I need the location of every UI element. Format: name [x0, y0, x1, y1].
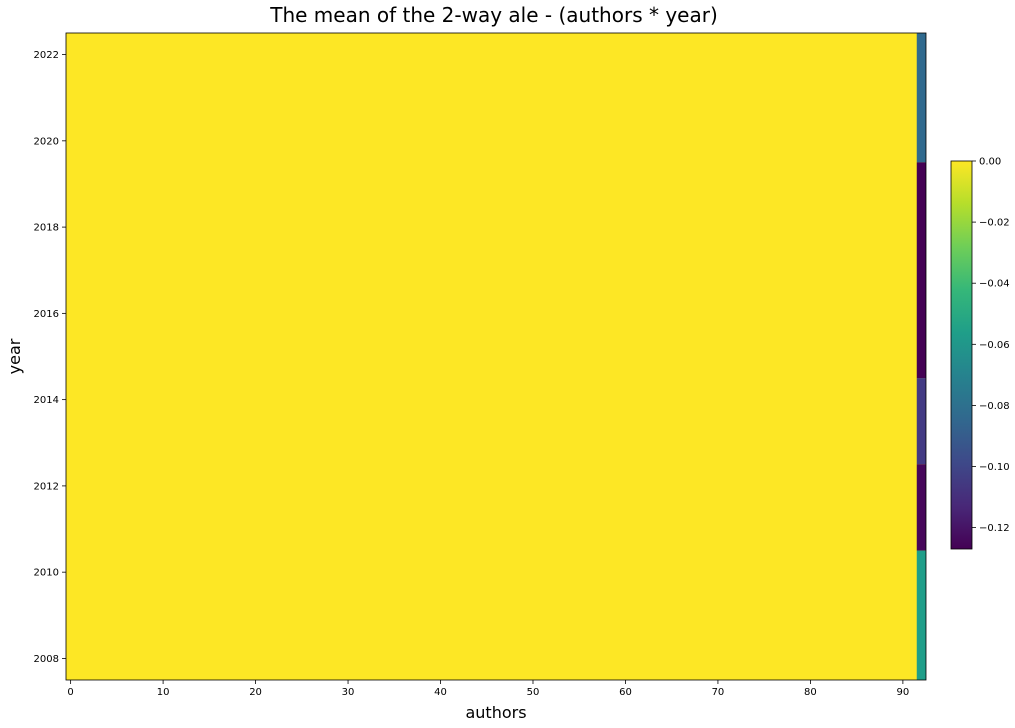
colorbar: 0.00 −0.02 −0.04 −0.06 −0.08 −0.10 −0.12	[950, 157, 1010, 550]
heatmap-cell-strip-4	[916, 550, 926, 680]
x-tick-label: 40	[434, 687, 447, 698]
x-tick-label: 60	[619, 687, 632, 698]
y-axis-label: year	[5, 338, 24, 374]
colorbar-tick-label: −0.08	[979, 401, 1010, 412]
heatmap	[65, 32, 927, 681]
y-tick-label: 2020	[34, 136, 59, 147]
y-tick-label: 2008	[34, 654, 59, 665]
plot-frame	[65, 32, 927, 681]
x-tick-label: 90	[897, 687, 910, 698]
x-tick-label: 50	[527, 687, 540, 698]
colorbar-tick-label: −0.10	[979, 462, 1010, 473]
heatmap-cell-strip-0	[916, 33, 926, 163]
x-tick-label: 70	[712, 687, 725, 698]
heatmap-cell-strip-2	[916, 378, 926, 465]
chart-title: The mean of the 2-way ale - (authors * y…	[269, 3, 718, 27]
x-tick-label: 20	[249, 687, 262, 698]
y-tick-label: 2012	[34, 481, 59, 492]
y-tick-label: 2018	[34, 223, 59, 234]
x-tick-label: 80	[804, 687, 817, 698]
colorbar-tick-label: 0.00	[979, 157, 1001, 168]
colorbar-ticks: 0.00 −0.02 −0.04 −0.06 −0.08 −0.10 −0.12	[972, 157, 1010, 534]
heatmap-cell-background	[66, 33, 926, 680]
y-axis: 2008 2010 2012 2014 2016 2018 2020 2022	[34, 50, 66, 665]
x-tick-label: 10	[157, 687, 170, 698]
y-tick-label: 2010	[34, 568, 59, 579]
colorbar-tick-label: −0.06	[979, 340, 1010, 351]
colorbar-tick-label: −0.04	[979, 279, 1010, 290]
y-tick-label: 2014	[34, 395, 59, 406]
x-tick-label: 30	[342, 687, 355, 698]
x-axis: 0 10 20 30 40 50 60 70 80 90	[67, 680, 909, 698]
x-axis-label: authors	[465, 703, 526, 722]
colorbar-bar	[950, 160, 973, 550]
y-tick-label: 2022	[34, 50, 59, 61]
heatmap-cell-strip-1	[916, 162, 926, 379]
y-tick-label: 2016	[34, 309, 59, 320]
heatmap-column-strip	[916, 33, 926, 680]
x-tick-label: 0	[67, 687, 73, 698]
heatmap-cell-strip-3	[916, 464, 926, 551]
colorbar-tick-label: −0.12	[979, 523, 1010, 534]
colorbar-tick-label: −0.02	[979, 218, 1010, 229]
